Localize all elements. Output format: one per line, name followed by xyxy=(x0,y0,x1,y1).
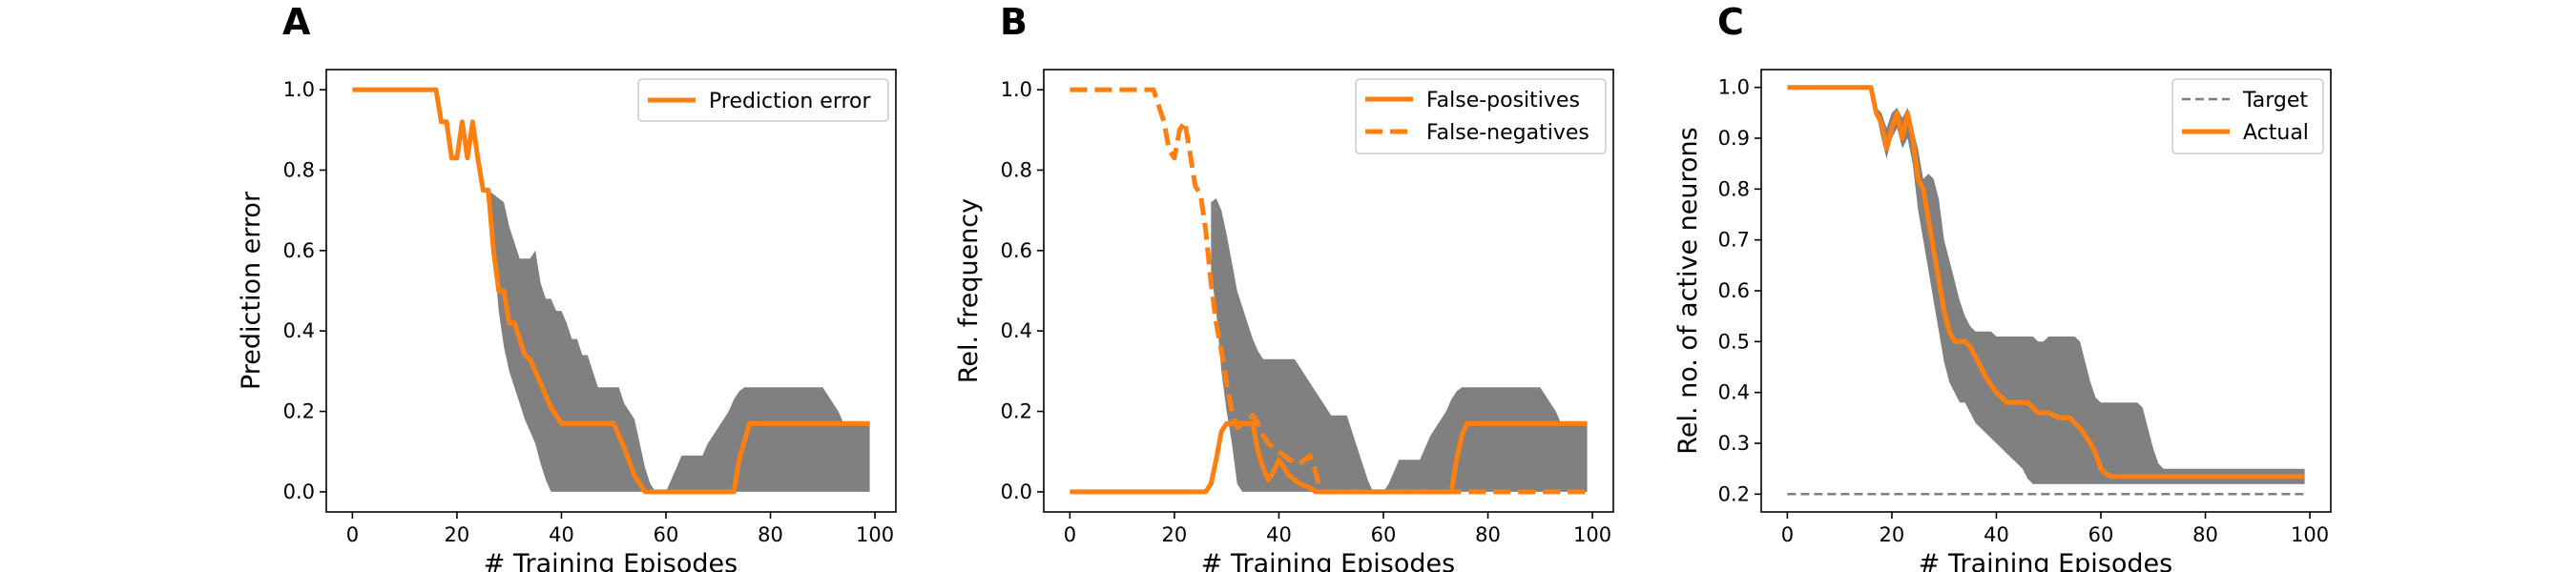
panel-a-band-layer xyxy=(488,190,870,492)
x-tick-label: 80 xyxy=(1475,523,1501,546)
x-tick-label: 0 xyxy=(1064,523,1076,546)
legend-frame xyxy=(1355,78,1607,154)
panel-b-xlabel: # Training Episodes xyxy=(1201,549,1455,572)
panel-c-band-layer xyxy=(1871,87,2305,484)
panel-a-ylabel: Prediction error xyxy=(237,191,266,390)
y-tick-label: 1.0 xyxy=(1001,78,1032,101)
panel-b-series-false-negatives xyxy=(1070,87,1588,495)
panel-c-series-actual xyxy=(1787,85,2305,480)
x-tick-label: 40 xyxy=(1984,523,2009,546)
panel-a-series-layer xyxy=(352,87,870,495)
y-tick-label: 0.6 xyxy=(1001,239,1032,262)
panel-a: A 0 20 40 60 80 100 0.0 0.2 0.4 0.6 0.8 1.0 # Train… xyxy=(237,1,897,572)
panel-b-series-layer xyxy=(1070,87,1588,495)
x-tick-label: 100 xyxy=(856,523,894,546)
y-tick-label: 1.0 xyxy=(1718,76,1750,99)
legend-label-false-positives: False-positives xyxy=(1426,89,1580,112)
x-tick-label: 0 xyxy=(1781,523,1794,546)
y-tick-label: 0.7 xyxy=(1718,229,1750,252)
x-tick-label: 0 xyxy=(346,523,359,546)
legend-frame xyxy=(2171,78,2324,154)
x-tick-label: 20 xyxy=(1880,523,1905,546)
x-tick-label: 80 xyxy=(758,523,783,546)
x-tick-label: 60 xyxy=(1371,523,1397,546)
x-tick-label: 80 xyxy=(2192,523,2218,546)
legend-frame xyxy=(637,78,889,122)
y-tick-label: 0.2 xyxy=(1001,400,1032,423)
x-tick-label: 60 xyxy=(654,523,679,546)
panel-b-axes-frame xyxy=(1043,69,1614,513)
y-tick-label: 0.8 xyxy=(1001,158,1032,181)
panel-b-legend: False-positives False-negatives xyxy=(1355,78,1607,154)
panel-a-uncertainty-band xyxy=(488,190,870,492)
panel-b-band-layer xyxy=(1211,198,1588,492)
y-tick-label: 0.0 xyxy=(283,480,315,503)
y-tick-label: 0.5 xyxy=(1718,330,1750,353)
y-tick-label: 0.2 xyxy=(283,400,315,423)
panel-c-series-layer xyxy=(1787,85,2305,496)
panel-b: B 0 20 40 60 80 100 0.0 0.2 0.4 0.6 0.8 1.0 # Train… xyxy=(954,1,1614,572)
panel-a-axes-frame xyxy=(325,69,897,513)
x-tick-label: 100 xyxy=(2291,523,2329,546)
x-tick-label: 60 xyxy=(2088,523,2114,546)
panel-letter-b: B xyxy=(1000,1,1028,43)
panel-letter-a: A xyxy=(282,1,311,43)
y-tick-label: 0.3 xyxy=(1718,432,1750,455)
x-tick-label: 20 xyxy=(1162,523,1188,546)
panel-a-legend: Prediction error xyxy=(637,78,889,122)
panel-c-uncertainty-band xyxy=(1871,87,2305,484)
panel-c-ylabel: Rel. no. of active neurons xyxy=(1673,127,1703,454)
y-tick-label: 0.6 xyxy=(1718,279,1750,302)
x-tick-label: 40 xyxy=(549,523,574,546)
y-tick-label: 0.8 xyxy=(283,158,315,181)
legend-label-prediction-error: Prediction error xyxy=(709,90,871,113)
x-tick-label: 40 xyxy=(1266,523,1292,546)
legend-label-false-negatives: False-negatives xyxy=(1426,121,1589,145)
panel-b-uncertainty-band xyxy=(1211,198,1588,492)
x-tick-label: 20 xyxy=(445,523,470,546)
panel-letter-c: C xyxy=(1717,1,1744,43)
legend-label-actual: Actual xyxy=(2243,121,2309,145)
panel-b-ylabel: Rel. frequency xyxy=(954,198,984,383)
y-tick-label: 1.0 xyxy=(283,78,315,101)
x-tick-label: 100 xyxy=(1573,523,1611,546)
y-tick-label: 0.0 xyxy=(1001,480,1032,503)
y-tick-label: 0.8 xyxy=(1718,177,1750,200)
panel-c-axes: 0 20 40 60 80 100 0.2 0.3 0.4 0.5 0.6 0.7 0.8 0.9 1.0 xyxy=(1718,69,2332,546)
y-tick-label: 0.9 xyxy=(1718,127,1750,150)
y-tick-label: 0.2 xyxy=(1718,482,1750,505)
y-tick-label: 0.6 xyxy=(283,239,315,262)
y-tick-label: 0.4 xyxy=(1001,319,1032,342)
panel-c: C 0 20 40 60 80 100 0.2 0.3 0.4 0.5 0.6 0.7 0.8 0.9 1.… xyxy=(1673,1,2332,572)
panel-a-axes: 0 20 40 60 80 100 0.0 0.2 0.4 0.6 0.8 1.0 xyxy=(283,69,897,546)
y-tick-label: 0.4 xyxy=(283,319,315,342)
legend-label-target: Target xyxy=(2242,89,2308,112)
panel-a-series-prediction-error xyxy=(352,87,870,495)
panel-a-xlabel: # Training Episodes xyxy=(484,549,737,572)
panel-c-legend: Target Actual xyxy=(2171,78,2324,154)
panel-b-axes: 0 20 40 60 80 100 0.0 0.2 0.4 0.6 0.8 1.0 xyxy=(1001,69,1614,546)
panel-c-xlabel: # Training Episodes xyxy=(1919,549,2172,572)
y-tick-label: 0.4 xyxy=(1718,381,1750,404)
